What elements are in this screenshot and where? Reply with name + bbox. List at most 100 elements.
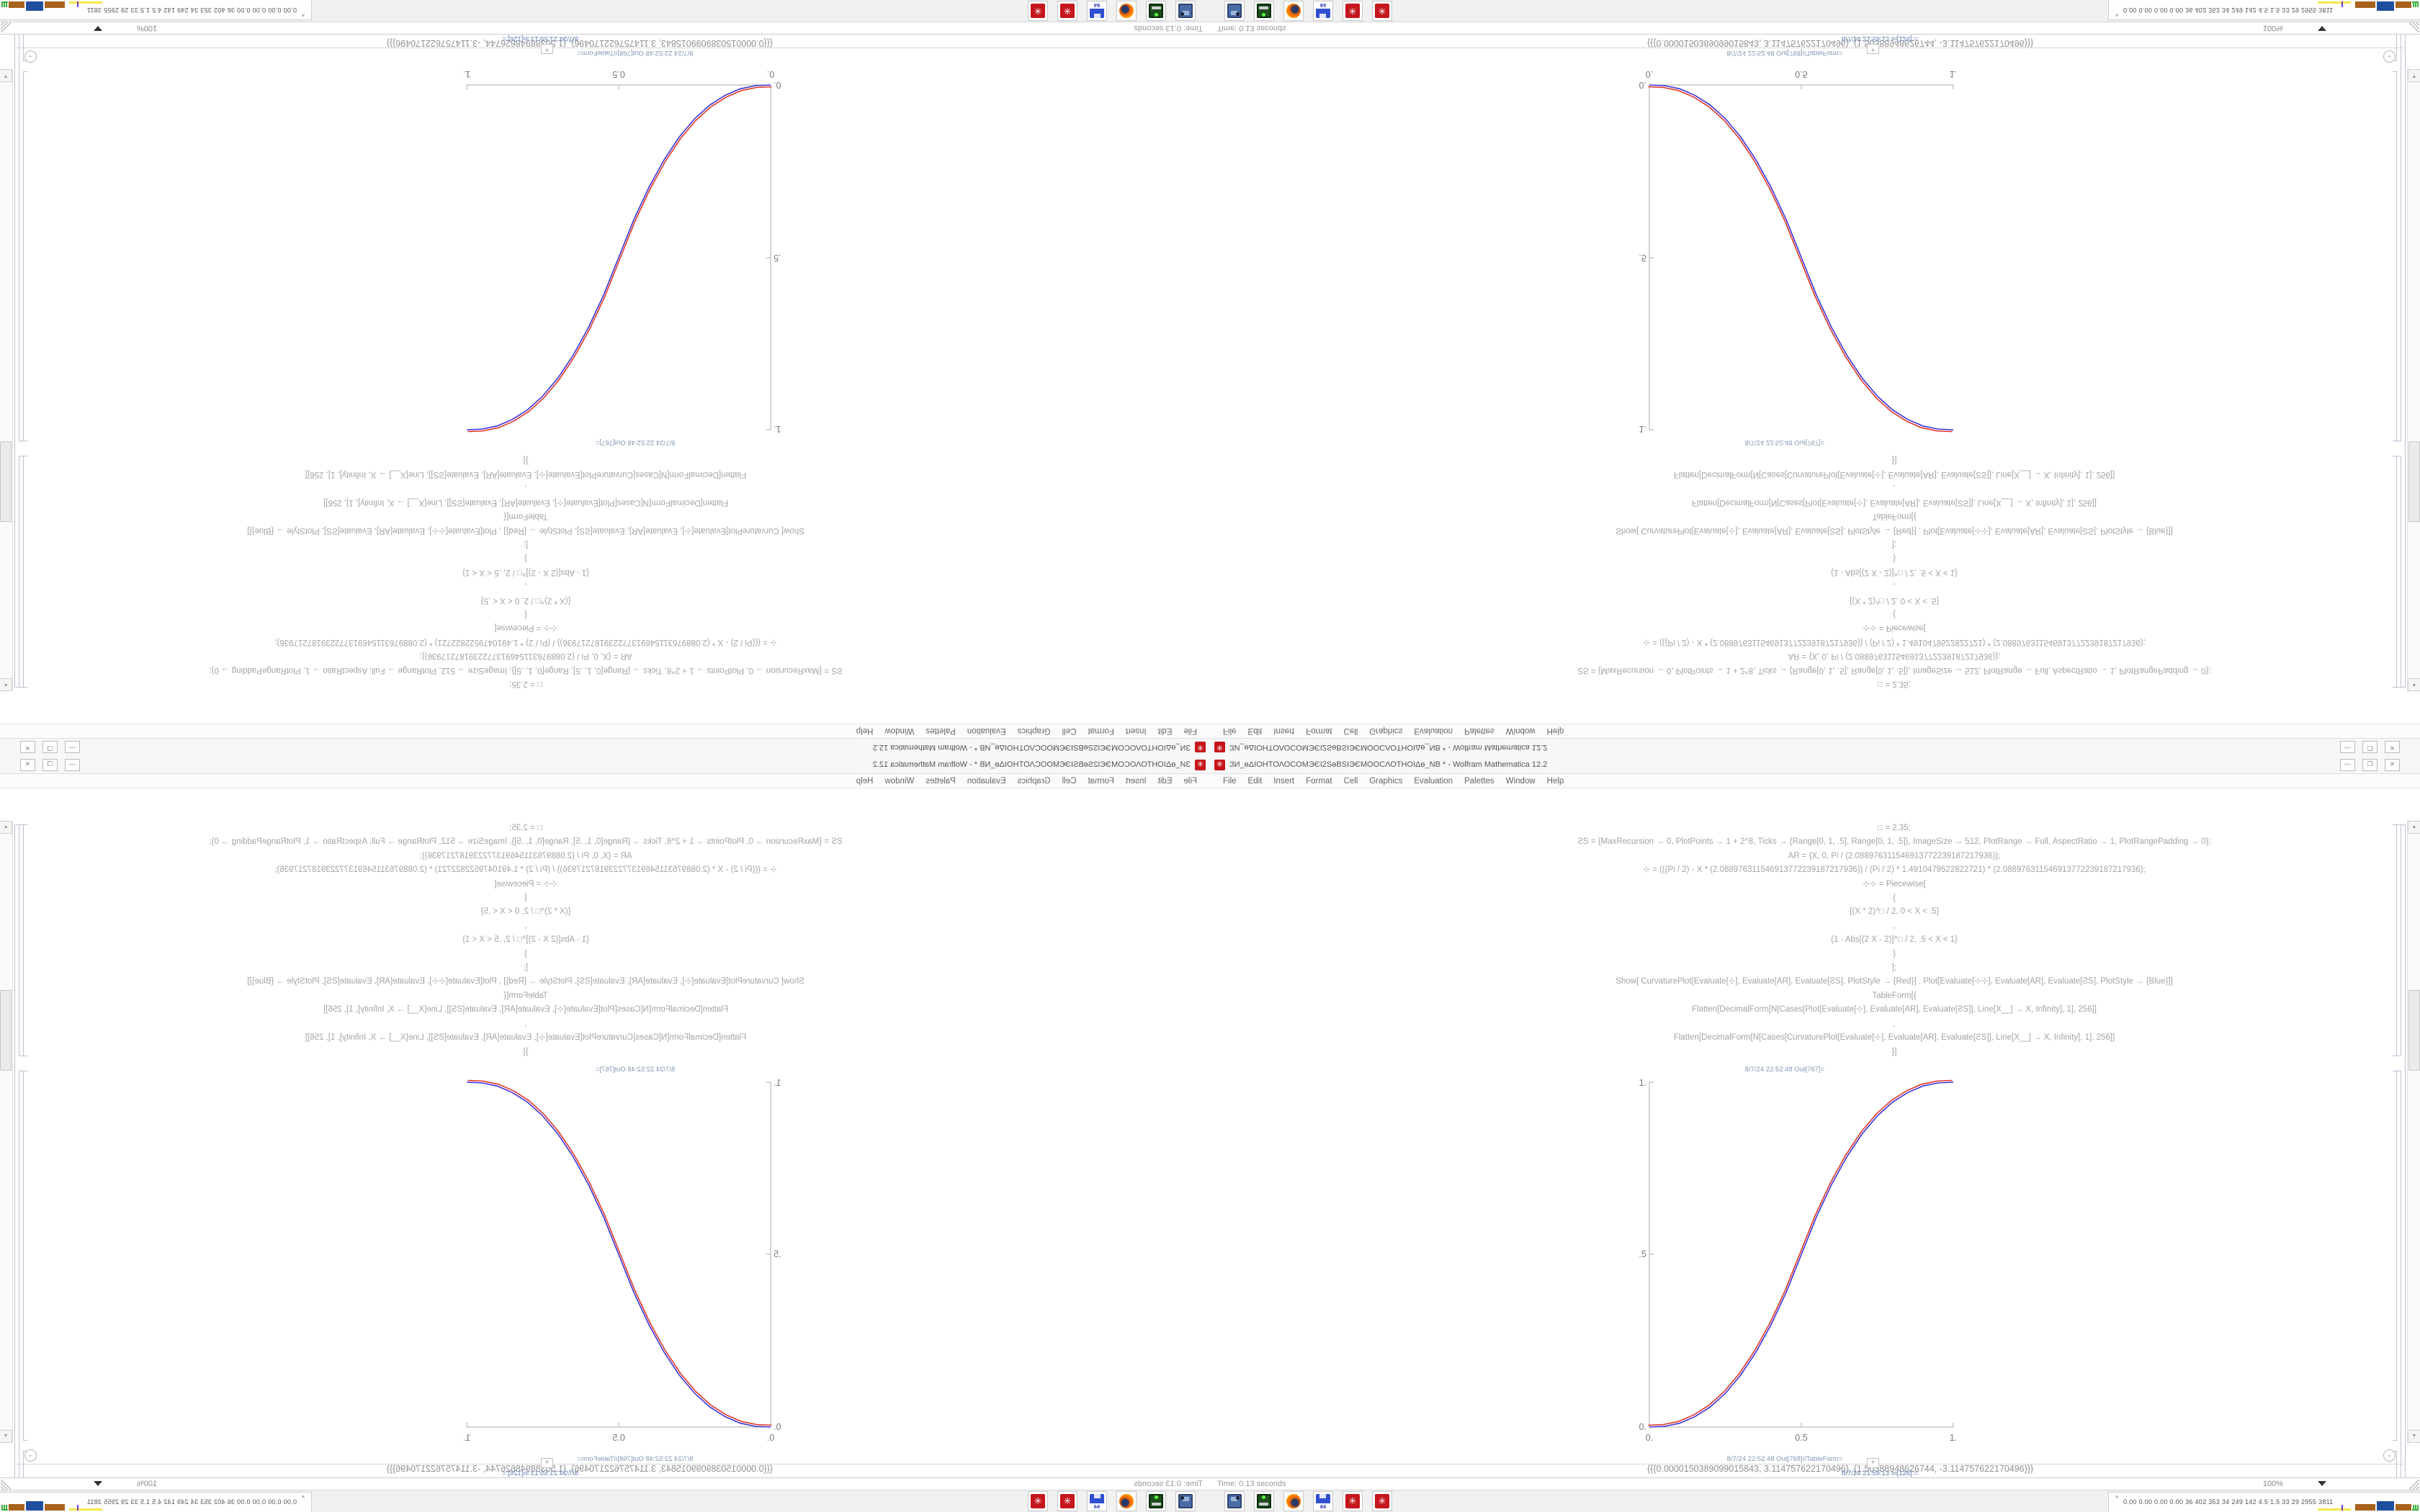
code-line[interactable]: , — [524, 484, 527, 493]
mathematica-spikey-icon[interactable]: ✳ — [1057, 1491, 1077, 1511]
close-button[interactable]: ✕ — [20, 741, 35, 753]
code-line[interactable]: , — [524, 1019, 527, 1028]
scroll-up-icon[interactable]: ▲ — [2408, 821, 2420, 834]
code-line[interactable]: ⊹⊹ = Piecewise[ — [494, 624, 557, 633]
code-line[interactable]: {1 - Abs[(2 X - 2)]^□ / 2, .5 < X < 1} — [1831, 935, 1958, 945]
menu-item[interactable]: Cell — [1062, 726, 1077, 736]
cell-bracket[interactable] — [14, 824, 19, 1477]
code-line[interactable]: ƧS = {MaxRecursion → 0, PlotPoints → 1 +… — [1577, 837, 2211, 847]
menu-item[interactable]: Edit — [1247, 776, 1263, 786]
menu-item[interactable]: Palettes — [1464, 726, 1494, 736]
mathematica-spikey-icon[interactable]: ✳ — [1057, 1, 1077, 21]
code-line[interactable]: , — [1893, 484, 1896, 493]
scrollbar-thumb[interactable] — [0, 441, 12, 522]
menu-item[interactable]: Insert — [1273, 726, 1295, 736]
code-line[interactable]: TableForm[{ — [503, 991, 548, 1000]
menu-item[interactable]: Palettes — [1464, 776, 1494, 786]
menu-item[interactable]: Format — [1088, 726, 1114, 736]
code-line[interactable]: ⊹ = (((Pi / 2) - X * (2.0889763115469137… — [1643, 865, 2146, 875]
menu-item[interactable]: Format — [1088, 776, 1114, 786]
code-line[interactable]: Show[ CurvaturePlot[Evaluate[⊹], Evaluat… — [1615, 526, 2173, 535]
menu-item[interactable]: Window — [884, 776, 915, 786]
scroll-up-icon[interactable]: ▲ — [2408, 678, 2420, 691]
menu-item[interactable]: Insert — [1125, 776, 1147, 786]
vertical-scrollbar[interactable]: ▲ ▼ — [0, 821, 13, 1443]
cell-bracket[interactable] — [2401, 35, 2406, 688]
menu-item[interactable]: File — [1183, 726, 1197, 736]
menu-item[interactable]: Palettes — [926, 726, 956, 736]
menu-item[interactable]: File — [1223, 726, 1237, 736]
mathematica-spikey-icon[interactable]: ✳ — [1343, 1491, 1363, 1511]
zoom-menu-icon[interactable] — [94, 26, 102, 31]
code-line[interactable]: }] — [523, 456, 529, 465]
code-line[interactable]: □ = 2.35; — [1878, 680, 1911, 688]
code-line[interactable]: { — [1893, 894, 1896, 903]
menu-item[interactable]: Evaluation — [1414, 776, 1453, 786]
menu-item[interactable]: Help — [1546, 776, 1564, 786]
code-line[interactable]: AR = {X, 0, Pi / (2.08897631154691377223… — [419, 851, 632, 860]
zoom-level[interactable]: 100% — [2262, 24, 2283, 32]
code-line[interactable]: ƧS = {MaxRecursion → 0, PlotPoints → 1 +… — [209, 837, 843, 847]
code-line[interactable]: Show[ CurvaturePlot[Evaluate[⊹], Evaluat… — [1615, 977, 2173, 986]
menu-item[interactable]: Cell — [1343, 776, 1358, 786]
code-line[interactable]: } — [524, 554, 527, 563]
cell-bracket[interactable] — [23, 71, 27, 441]
insert-cell-button[interactable]: + — [1867, 44, 1879, 54]
menu-item[interactable]: Insert — [1273, 776, 1295, 786]
code-line[interactable]: } — [1893, 949, 1896, 958]
code-line[interactable]: ]; — [523, 963, 529, 973]
cell-bracket[interactable] — [19, 824, 23, 1056]
code-line[interactable]: Flatten[DecimalForm[N[Cases[CurvaturePlo… — [1673, 1033, 2115, 1043]
code-line[interactable]: Flatten[DecimalForm[N[Cases[CurvaturePlo… — [305, 1033, 747, 1043]
code-line[interactable]: ⊹⊹ = Piecewise[ — [494, 879, 557, 888]
menu-item[interactable]: Evaluation — [1414, 726, 1453, 736]
menu-item[interactable]: Format — [1306, 776, 1332, 786]
insert-cell-button[interactable]: + — [541, 1458, 553, 1468]
code-line[interactable]: ⊹ = (((Pi / 2) - X * (2.0889763115469137… — [274, 865, 777, 875]
code-line[interactable]: Show[ CurvaturePlot[Evaluate[⊹], Evaluat… — [247, 977, 805, 986]
input-cell-code[interactable]: □ = 2.35; ƧS = {MaxRecursion → 0, PlotPoi… — [14, 453, 1037, 690]
cell-bracket[interactable] — [14, 35, 19, 688]
code-line[interactable]: ]; — [1891, 963, 1897, 973]
floppy-64-icon[interactable]: 64 — [1313, 1, 1333, 21]
code-line[interactable]: Flatten[DecimalForm[N[Cases[Plot[Evaluat… — [1692, 498, 2097, 507]
code-line[interactable]: , — [524, 921, 527, 930]
minimize-button[interactable]: — — [65, 741, 80, 753]
code-line[interactable]: ]; — [1891, 539, 1897, 549]
menu-item[interactable]: File — [1223, 776, 1237, 786]
zoom-menu-icon[interactable] — [94, 1481, 102, 1486]
mathematica-spikey-icon[interactable]: ✳ — [1343, 1, 1363, 21]
mathematica-spikey-icon[interactable]: ✳ — [1372, 1, 1392, 21]
code-line[interactable]: , — [1893, 921, 1896, 930]
code-line[interactable]: { — [524, 894, 527, 903]
tray-expand-icon[interactable]: ∧ — [2115, 12, 2119, 17]
menu-item[interactable]: Edit — [1157, 726, 1173, 736]
code-line[interactable]: Flatten[DecimalForm[N[Cases[CurvaturePlo… — [305, 469, 747, 479]
terminal-icon[interactable] — [1146, 1491, 1166, 1511]
cell-bracket[interactable] — [2393, 1451, 2397, 1477]
menu-item[interactable]: Palettes — [926, 776, 956, 786]
screenshot-monitor-icon[interactable] — [1224, 1491, 1245, 1511]
code-line[interactable]: { — [524, 609, 527, 618]
menu-item[interactable]: Graphics — [1017, 776, 1051, 786]
maximize-button[interactable]: ❐ — [42, 741, 58, 753]
zoom-level[interactable]: 100% — [137, 24, 158, 32]
close-button[interactable]: ✕ — [20, 759, 35, 771]
cell-bracket[interactable] — [2397, 824, 2401, 1056]
scrollbar-thumb[interactable] — [0, 990, 12, 1071]
menu-item[interactable]: Edit — [1247, 726, 1263, 736]
menu-item[interactable]: Cell — [1062, 776, 1077, 786]
firefox-icon[interactable] — [1116, 1491, 1137, 1511]
zoom-menu-icon[interactable] — [2318, 26, 2326, 31]
vertical-scrollbar[interactable]: ▲ ▼ — [2407, 821, 2420, 1443]
scroll-down-icon[interactable]: ▼ — [2408, 69, 2420, 82]
code-line[interactable]: {(X * 2)^□ / 2, 0 < X < .5} — [1849, 907, 1940, 917]
cell-bracket[interactable] — [23, 456, 27, 688]
firefox-icon[interactable] — [1283, 1491, 1304, 1511]
minimize-button[interactable]: — — [2340, 759, 2355, 771]
menu-item[interactable]: Graphics — [1369, 776, 1403, 786]
zoom-level[interactable]: 100% — [137, 1480, 158, 1488]
cell-bracket[interactable] — [2393, 824, 2397, 1056]
code-line[interactable]: Show[ CurvaturePlot[Evaluate[⊹], Evaluat… — [247, 526, 805, 535]
code-line[interactable]: }] — [523, 1047, 529, 1056]
